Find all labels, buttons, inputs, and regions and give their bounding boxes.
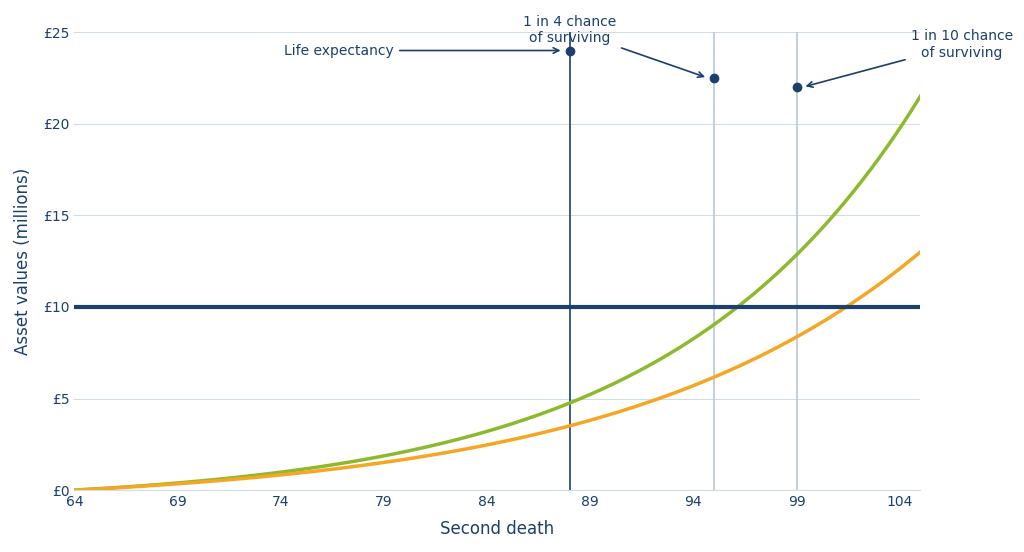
Text: 1 in 10 chance
of surviving: 1 in 10 chance of surviving (807, 29, 1013, 87)
Text: 1 in 4 chance
of surviving: 1 in 4 chance of surviving (523, 15, 703, 77)
X-axis label: Second death: Second death (440, 520, 554, 538)
Text: Life expectancy: Life expectancy (285, 44, 559, 57)
Y-axis label: Asset values (millions): Asset values (millions) (14, 168, 32, 355)
